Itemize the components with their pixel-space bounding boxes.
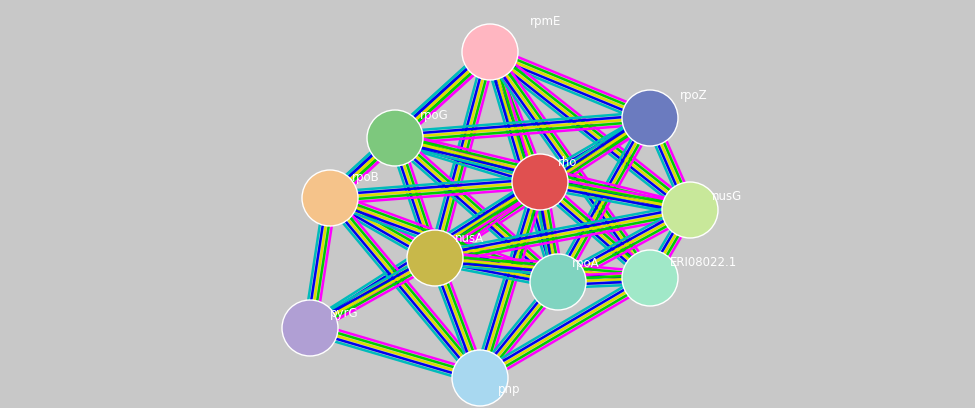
Circle shape bbox=[512, 154, 568, 210]
Text: rpmE: rpmE bbox=[530, 16, 562, 29]
Text: ERI08022.1: ERI08022.1 bbox=[670, 255, 737, 268]
Circle shape bbox=[530, 254, 586, 310]
Text: rpoB: rpoB bbox=[352, 171, 379, 184]
Circle shape bbox=[452, 350, 508, 406]
Text: rpoG: rpoG bbox=[420, 109, 449, 122]
Text: pyrG: pyrG bbox=[330, 308, 359, 321]
Circle shape bbox=[622, 90, 678, 146]
Circle shape bbox=[407, 230, 463, 286]
Text: pnp: pnp bbox=[498, 384, 521, 397]
Circle shape bbox=[302, 170, 358, 226]
Circle shape bbox=[367, 110, 423, 166]
Text: nusA: nusA bbox=[455, 231, 485, 244]
Text: rho: rho bbox=[558, 155, 577, 169]
Text: rpoZ: rpoZ bbox=[680, 89, 708, 102]
Text: nusG: nusG bbox=[712, 189, 742, 202]
Circle shape bbox=[462, 24, 518, 80]
Circle shape bbox=[622, 250, 678, 306]
Text: rpoA: rpoA bbox=[572, 257, 600, 270]
Circle shape bbox=[282, 300, 338, 356]
Circle shape bbox=[662, 182, 718, 238]
